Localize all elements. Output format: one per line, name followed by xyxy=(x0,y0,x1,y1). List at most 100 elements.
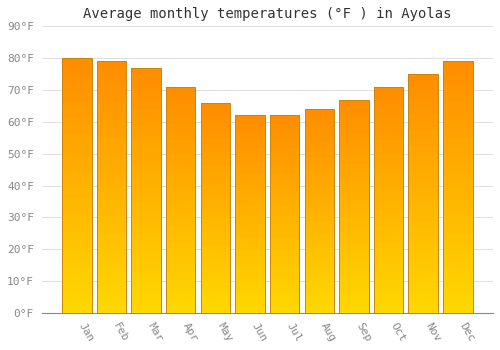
Bar xyxy=(374,125,404,128)
Bar xyxy=(166,159,196,162)
Bar xyxy=(132,145,161,149)
Bar xyxy=(96,166,126,170)
Bar xyxy=(408,74,438,78)
Bar xyxy=(270,287,300,290)
Bar xyxy=(374,170,404,174)
Bar xyxy=(96,175,126,179)
Bar xyxy=(236,306,264,310)
Bar xyxy=(270,227,300,231)
Bar xyxy=(166,294,196,298)
Bar xyxy=(132,260,161,264)
Bar xyxy=(62,253,92,258)
Bar xyxy=(304,109,334,112)
Bar xyxy=(374,132,404,136)
Bar xyxy=(62,66,92,71)
Bar xyxy=(270,116,300,119)
Bar xyxy=(62,194,92,198)
Bar xyxy=(374,196,404,200)
Bar xyxy=(132,284,161,288)
Bar xyxy=(339,153,368,156)
Bar xyxy=(236,277,264,280)
Bar xyxy=(236,250,264,254)
Bar xyxy=(443,246,472,250)
Bar xyxy=(132,158,161,162)
Bar xyxy=(236,290,264,293)
Bar xyxy=(270,306,300,310)
Bar xyxy=(339,238,368,242)
Bar xyxy=(166,91,196,94)
Bar xyxy=(304,187,334,191)
Bar xyxy=(200,229,230,232)
Bar xyxy=(96,288,126,292)
Bar xyxy=(96,170,126,175)
Bar xyxy=(443,212,472,216)
Bar xyxy=(443,65,472,70)
Bar xyxy=(304,167,334,170)
Bar xyxy=(304,241,334,245)
Bar xyxy=(270,234,300,237)
Bar xyxy=(236,221,264,224)
Bar xyxy=(236,119,264,122)
Bar xyxy=(200,180,230,183)
Bar xyxy=(132,239,161,243)
Bar xyxy=(304,191,334,194)
Bar xyxy=(339,288,368,292)
Bar xyxy=(62,152,92,156)
Bar xyxy=(96,137,126,141)
Bar xyxy=(374,174,404,177)
Bar xyxy=(339,149,368,153)
Bar xyxy=(374,302,404,305)
Bar xyxy=(374,275,404,279)
Bar xyxy=(408,249,438,253)
Bar xyxy=(200,169,230,173)
Bar xyxy=(408,281,438,285)
Bar xyxy=(236,165,264,168)
Bar xyxy=(304,116,334,119)
Bar xyxy=(236,191,264,194)
Bar xyxy=(374,140,404,143)
Bar xyxy=(270,188,300,191)
Bar xyxy=(443,292,472,296)
Bar xyxy=(62,219,92,224)
Bar xyxy=(443,229,472,233)
Bar xyxy=(96,183,126,187)
Bar xyxy=(236,198,264,201)
Bar xyxy=(62,139,92,143)
Bar xyxy=(166,204,196,207)
Bar xyxy=(408,229,438,233)
Bar xyxy=(270,204,300,208)
Bar xyxy=(443,95,472,99)
Bar xyxy=(270,181,300,184)
Bar xyxy=(200,267,230,271)
Bar xyxy=(374,309,404,313)
Bar xyxy=(408,273,438,277)
Bar xyxy=(166,196,196,200)
Bar xyxy=(408,194,438,197)
Bar xyxy=(236,181,264,184)
Bar xyxy=(96,271,126,275)
Bar xyxy=(132,96,161,100)
Bar xyxy=(443,124,472,128)
Bar xyxy=(166,162,196,166)
Bar xyxy=(339,306,368,309)
Bar xyxy=(408,182,438,186)
Bar xyxy=(270,165,300,168)
Bar xyxy=(62,232,92,237)
Bar xyxy=(236,116,264,119)
Bar xyxy=(62,160,92,164)
Bar xyxy=(443,149,472,154)
Bar xyxy=(270,267,300,270)
Bar xyxy=(200,257,230,260)
Bar xyxy=(408,166,438,170)
Bar xyxy=(304,221,334,225)
Bar xyxy=(166,170,196,174)
Bar xyxy=(339,245,368,249)
Bar xyxy=(96,304,126,309)
Bar xyxy=(96,250,126,254)
Bar xyxy=(339,99,368,103)
Bar xyxy=(270,221,300,224)
Bar xyxy=(270,237,300,240)
Bar xyxy=(132,88,161,92)
Bar xyxy=(374,207,404,211)
Bar xyxy=(132,211,161,215)
